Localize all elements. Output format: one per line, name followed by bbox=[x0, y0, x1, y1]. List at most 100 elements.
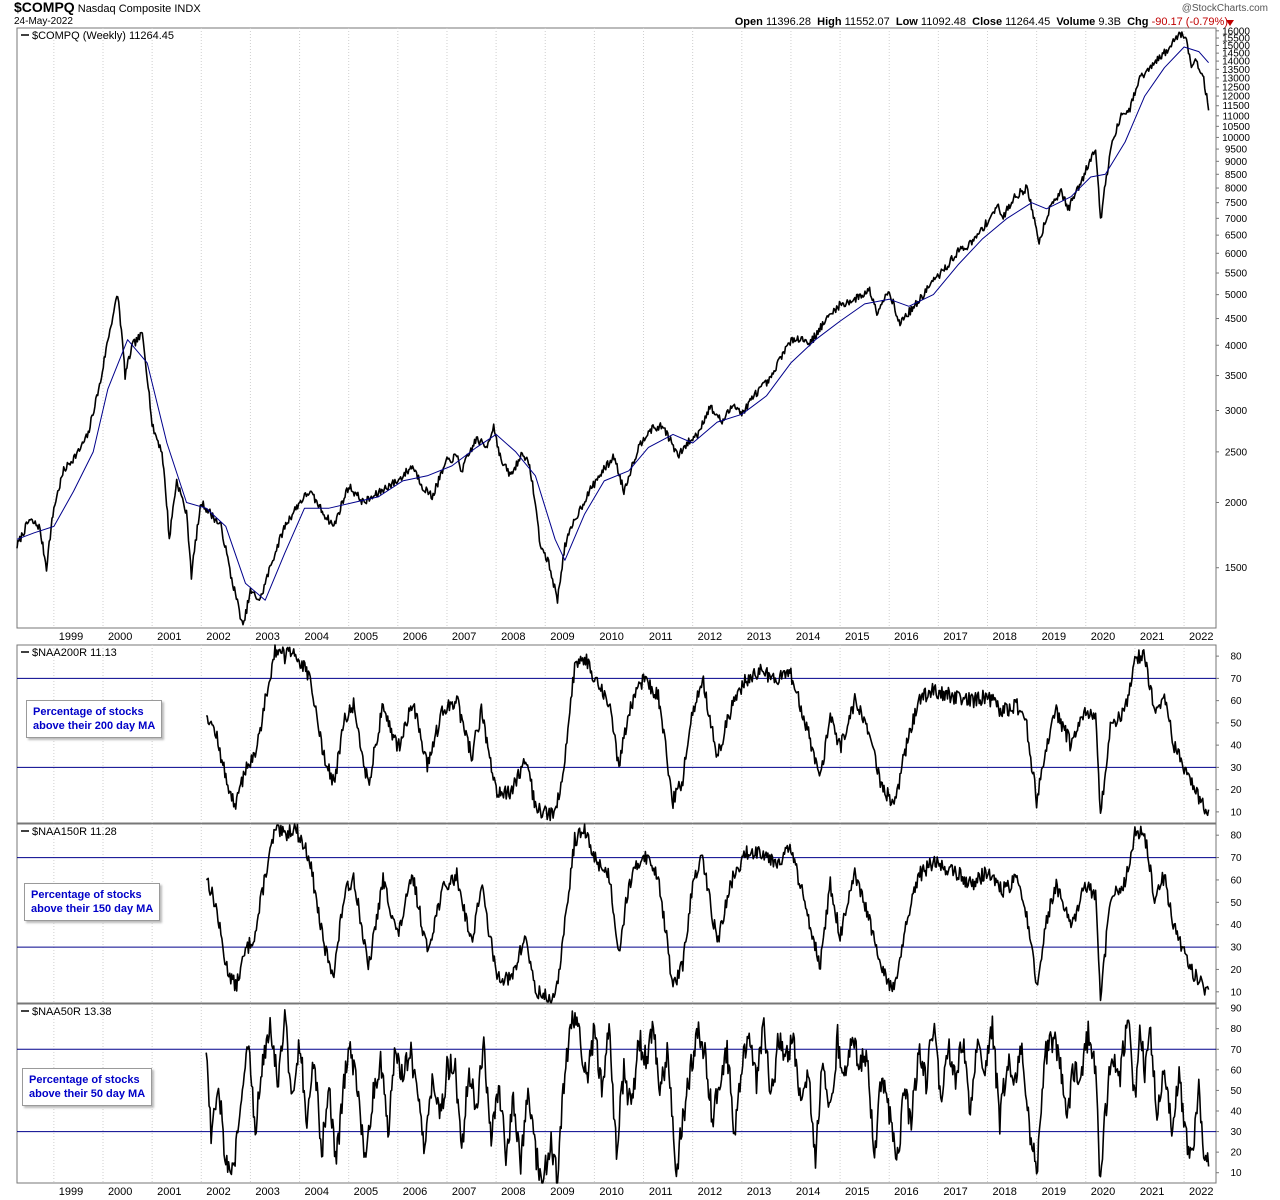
panel-3-x-tick-label: 2000 bbox=[108, 1186, 132, 1198]
panel-0-x-tick-label: 2016 bbox=[894, 631, 918, 643]
panel-0-x-tick-label: 2017 bbox=[943, 631, 967, 643]
panel-0-x-tick-label: 2015 bbox=[845, 631, 869, 643]
panel-3-x-tick-label: 2004 bbox=[305, 1186, 329, 1198]
panel-3-x-tick-label: 2021 bbox=[1140, 1186, 1164, 1198]
panel-0-y-tick-label: 8000 bbox=[1225, 184, 1248, 195]
panel-0-y-tick-label: 10500 bbox=[1222, 122, 1250, 133]
panel-0-y-tick-label: 9500 bbox=[1225, 145, 1248, 156]
open-label: Open bbox=[734, 16, 763, 28]
panel-0-y-tick-label: 13500 bbox=[1222, 65, 1250, 76]
panel-3-label-line-2: above their 50 day MA bbox=[29, 1088, 146, 1100]
ticker-name: Nasdaq Composite bbox=[77, 3, 172, 15]
panel-0-y-tick-label: 5500 bbox=[1225, 269, 1248, 280]
panel-0-x-tick-label: 2005 bbox=[354, 631, 378, 643]
panel-3-x-tick-label: 2010 bbox=[599, 1186, 623, 1198]
panel-1-y-tick-label: 80 bbox=[1230, 652, 1242, 663]
panel-0-x-tick-label: 2018 bbox=[992, 631, 1016, 643]
panel-0-x-tick-label: 2001 bbox=[157, 631, 181, 643]
panel-0-y-tick-label: 15500 bbox=[1222, 34, 1250, 45]
panel-0-y-tick-label: 12500 bbox=[1222, 82, 1250, 93]
panel-1-series-breadth-line bbox=[206, 644, 1210, 822]
panel-0-x-tick-label: 2011 bbox=[649, 631, 673, 643]
panel-3-x-tick-label: 2014 bbox=[796, 1186, 820, 1198]
panel-0-x-tick-label: 2014 bbox=[796, 631, 820, 643]
volume-label: Volume bbox=[1056, 16, 1096, 28]
panel-3-x-tick-label: 2008 bbox=[501, 1186, 525, 1198]
panel-1-y-tick-label: 60 bbox=[1230, 696, 1242, 707]
panel-0-y-tick-label: 3000 bbox=[1225, 406, 1248, 417]
panel-3-legend-label: $NAA50R 13.38 bbox=[32, 1006, 112, 1018]
down-arrow-icon bbox=[1226, 20, 1234, 26]
panel-3-frame bbox=[16, 1003, 1217, 1184]
panel-3-x-tick-label: 2017 bbox=[943, 1186, 967, 1198]
panel-3-x-tick-label: 2016 bbox=[894, 1186, 918, 1198]
volume-value: 9.3B bbox=[1098, 16, 1121, 28]
panel-3-y-tick-label: 70 bbox=[1230, 1045, 1242, 1056]
panel-0-series-price-line bbox=[16, 31, 1210, 626]
panel-2-y-tick-label: 60 bbox=[1230, 875, 1242, 886]
panel-0-y-tick-label: 6000 bbox=[1225, 249, 1248, 260]
panel-0-x-tick-label: 2019 bbox=[1042, 631, 1066, 643]
panel-0-y-tick-label: 5000 bbox=[1225, 290, 1248, 301]
watermark: @StockCharts.com bbox=[1181, 3, 1268, 14]
panel-0-y-tick-label: 16000 bbox=[1222, 26, 1250, 37]
panel-0-y-tick-label: 3500 bbox=[1225, 371, 1248, 382]
panel-3-y-tick-label: 50 bbox=[1230, 1086, 1242, 1097]
panel-0-y-tick-label: 13000 bbox=[1222, 73, 1250, 84]
panel-3-x-tick-label: 2022 bbox=[1189, 1186, 1213, 1198]
panel-2-y-tick-label: 10 bbox=[1230, 987, 1242, 998]
chg-value: -90.17 (-0.79%) bbox=[1151, 16, 1228, 28]
panel-1-y-tick-label: 30 bbox=[1230, 763, 1242, 774]
panel-0-x-tick-label: 2000 bbox=[108, 631, 132, 643]
panel-0-y-tick-label: 7000 bbox=[1225, 214, 1248, 225]
panel-2-y-tick-label: 80 bbox=[1230, 831, 1242, 842]
panel-0-x-tick-label: 2007 bbox=[452, 631, 476, 643]
panel-1-legend-label: $NAA200R 11.13 bbox=[32, 647, 117, 659]
panel-3-y-tick-label: 90 bbox=[1230, 1004, 1242, 1015]
panel-3-x-tick-label: 2018 bbox=[992, 1186, 1016, 1198]
panel-3-x-tick-label: 1999 bbox=[59, 1186, 83, 1198]
panel-2-label-line-2: above their 150 day MA bbox=[31, 903, 154, 915]
high-value: 11552.07 bbox=[844, 16, 890, 28]
panel-0-y-tick-label: 11500 bbox=[1222, 101, 1250, 112]
panel-3-x-tick-label: 2007 bbox=[452, 1186, 476, 1198]
panel-0-y-tick-label: 14500 bbox=[1222, 49, 1250, 60]
panel-0-x-tick-label: 1999 bbox=[59, 631, 83, 643]
panel-3-x-tick-label: 2009 bbox=[550, 1186, 574, 1198]
panel-0-x-tick-label: 2021 bbox=[1140, 631, 1164, 643]
panel-3-y-tick-label: 20 bbox=[1230, 1148, 1242, 1159]
panel-0-x-tick-label: 2009 bbox=[550, 631, 574, 643]
panel-1-label-line-2: above their 200 day MA bbox=[33, 720, 156, 732]
panel-0-y-tick-label: 4500 bbox=[1225, 314, 1248, 325]
panel-3-x-tick-label: 2015 bbox=[845, 1186, 869, 1198]
panel-0-legend-label: $COMPQ (Weekly) 11264.45 bbox=[32, 30, 174, 42]
panel-1-label-box: Percentage of stocks above their 200 day… bbox=[26, 700, 163, 738]
panel-2-label-box: Percentage of stocks above their 150 day… bbox=[24, 883, 161, 921]
ticker-symbol: $COMPQ bbox=[14, 0, 75, 15]
panel-2-y-tick-label: 20 bbox=[1230, 965, 1242, 976]
panel-0-series-moving-average-line bbox=[16, 46, 1209, 601]
panel-0-y-tick-label: 4000 bbox=[1225, 341, 1248, 352]
panel-3-label-box: Percentage of stocks above their 50 day … bbox=[22, 1068, 153, 1106]
panel-2-y-tick-label: 70 bbox=[1230, 853, 1242, 864]
ticker-title: $COMPQ Nasdaq Composite INDX bbox=[14, 0, 201, 16]
panel-0-y-tick-label: 1500 bbox=[1225, 563, 1248, 574]
chg-label: Chg bbox=[1127, 16, 1149, 28]
panel-0-x-tick-label: 2008 bbox=[501, 631, 525, 643]
panel-0-y-tick-label: 6500 bbox=[1225, 231, 1248, 242]
panel-2-legend-label: $NAA150R 11.28 bbox=[32, 826, 117, 838]
panel-3-y-tick-label: 80 bbox=[1230, 1024, 1242, 1035]
panel-1-label-line-1: Percentage of stocks bbox=[33, 706, 144, 718]
panel-0-x-tick-label: 2022 bbox=[1189, 631, 1213, 643]
panel-0-x-tick-label: 2020 bbox=[1091, 631, 1115, 643]
panel-0-y-tick-label: 9000 bbox=[1225, 157, 1248, 168]
panel-2-series-breadth-line bbox=[206, 823, 1210, 1004]
open-value: 11396.28 bbox=[765, 16, 812, 28]
chart-date: 24-May-2022 bbox=[14, 16, 73, 27]
panel-1-y-tick-label: 10 bbox=[1230, 807, 1242, 818]
panel-2-y-tick-label: 30 bbox=[1230, 943, 1242, 954]
panel-0-x-tick-label: 2003 bbox=[255, 631, 279, 643]
low-value: 11092.48 bbox=[920, 16, 966, 28]
panel-0-x-tick-label: 2006 bbox=[403, 631, 427, 643]
